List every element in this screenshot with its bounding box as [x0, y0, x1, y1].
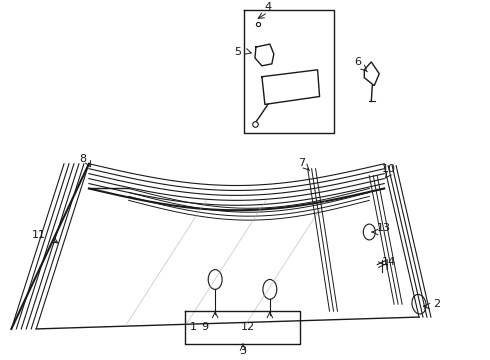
Ellipse shape [412, 294, 426, 314]
Ellipse shape [208, 270, 222, 289]
Text: 13: 13 [377, 223, 391, 233]
Text: 14: 14 [382, 257, 396, 267]
Ellipse shape [363, 224, 375, 240]
Text: 8: 8 [79, 154, 87, 164]
Ellipse shape [263, 279, 277, 299]
Text: 12: 12 [241, 322, 255, 332]
Text: 5: 5 [235, 47, 242, 57]
Text: 4: 4 [264, 3, 271, 13]
Text: 1: 1 [190, 322, 197, 332]
Text: 6: 6 [354, 57, 361, 67]
Polygon shape [365, 62, 379, 86]
Text: 9: 9 [202, 322, 209, 332]
Text: 11: 11 [32, 230, 46, 240]
Text: 2: 2 [433, 299, 441, 309]
Text: 3: 3 [240, 346, 246, 356]
Text: 10: 10 [382, 164, 396, 174]
Text: 7: 7 [298, 158, 305, 168]
